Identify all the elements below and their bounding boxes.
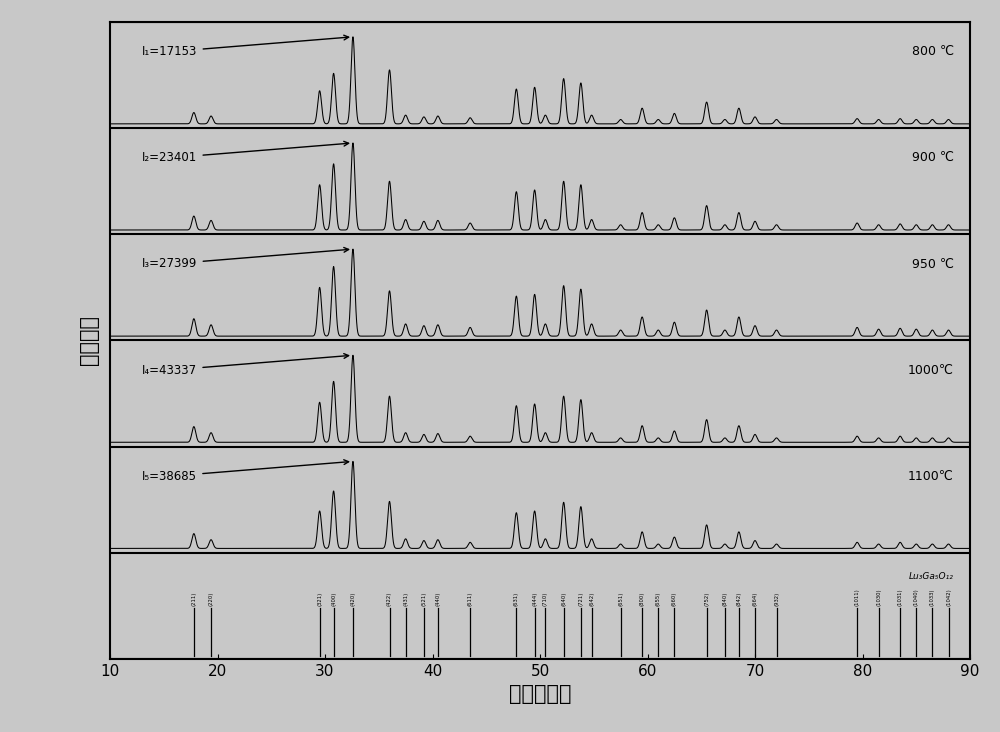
- Text: (420): (420): [350, 591, 355, 606]
- Text: 900 ℃: 900 ℃: [912, 152, 954, 164]
- Text: (440): (440): [435, 591, 440, 606]
- Text: (444): (444): [532, 591, 537, 606]
- Text: (431): (431): [403, 591, 408, 606]
- Text: (800): (800): [640, 591, 645, 606]
- Text: (1033): (1033): [930, 589, 935, 606]
- Text: I₄=43337: I₄=43337: [142, 354, 349, 376]
- Text: (664): (664): [753, 591, 758, 606]
- Text: I₂=23401: I₂=23401: [142, 141, 349, 164]
- Text: (220): (220): [209, 591, 214, 606]
- Text: (840): (840): [722, 591, 727, 606]
- Text: (1030): (1030): [876, 588, 881, 606]
- Text: (932): (932): [774, 591, 779, 606]
- Text: (721): (721): [578, 591, 583, 606]
- Y-axis label: 相对强度: 相对强度: [79, 315, 99, 365]
- Text: I₅=38685: I₅=38685: [142, 460, 349, 482]
- Text: (422): (422): [387, 591, 392, 606]
- Text: (521): (521): [421, 591, 426, 606]
- Text: I₁=17153: I₁=17153: [142, 35, 349, 58]
- Text: (1031): (1031): [898, 588, 903, 606]
- Text: (1042): (1042): [946, 588, 951, 606]
- Text: (655): (655): [656, 591, 661, 606]
- Text: (631): (631): [514, 591, 519, 606]
- Text: (321): (321): [317, 591, 322, 606]
- Text: (400): (400): [331, 591, 336, 606]
- Text: (611): (611): [468, 591, 473, 606]
- Text: (660): (660): [672, 591, 677, 606]
- Text: I₃=27399: I₃=27399: [142, 247, 349, 270]
- Text: 1100℃: 1100℃: [908, 470, 954, 482]
- Text: 950 ℃: 950 ℃: [912, 258, 954, 270]
- Text: (842): (842): [736, 591, 741, 606]
- Text: 800 ℃: 800 ℃: [912, 45, 954, 58]
- Text: (1011): (1011): [855, 588, 860, 606]
- Text: 1000℃: 1000℃: [908, 364, 954, 376]
- Text: (211): (211): [191, 591, 196, 606]
- Text: (710): (710): [543, 591, 548, 606]
- Text: (752): (752): [704, 591, 709, 606]
- Text: (640): (640): [561, 591, 566, 606]
- X-axis label: 角度（度）: 角度（度）: [509, 684, 571, 704]
- Text: Lu₃Ga₅O₁₂: Lu₃Ga₅O₁₂: [909, 572, 954, 580]
- Text: (651): (651): [618, 591, 623, 606]
- Text: (642): (642): [589, 591, 594, 606]
- Text: (1040): (1040): [914, 588, 919, 606]
